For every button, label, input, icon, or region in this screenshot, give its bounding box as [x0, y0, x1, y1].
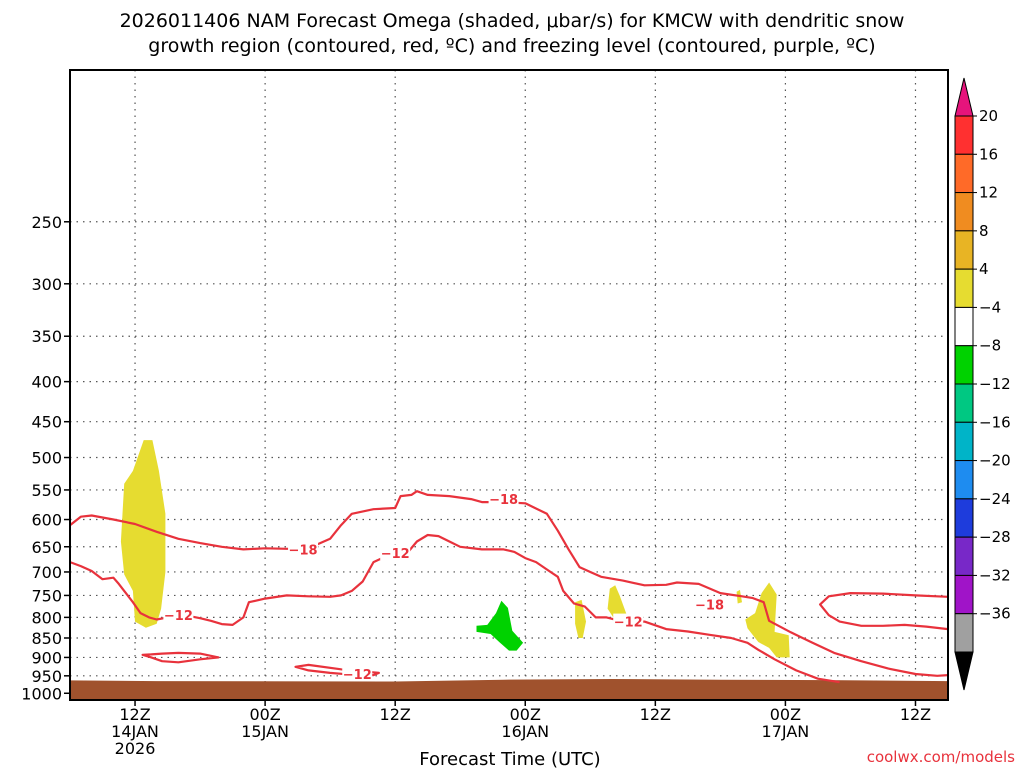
y-tick-label-650: 650	[31, 538, 62, 557]
y-tick-label-450: 450	[31, 413, 62, 432]
colorbar-swatch-5	[954, 306, 974, 347]
contour-label-bg-minus-12-small-loop-2-0	[342, 666, 373, 682]
plot-area: −18 −18 −18 −12 −12 −12 −12	[69, 69, 949, 701]
contour-label-minus-18-isotherm-1: −18	[489, 493, 518, 508]
colorbar-label-8: −16	[979, 413, 1011, 431]
plot-frame	[69, 69, 949, 701]
plot-contents: −18 −18 −18 −12 −12 −12 −12	[70, 70, 948, 700]
y-tick-label-300: 300	[31, 275, 62, 294]
omega-region-ascent-16jan-05z	[575, 599, 586, 638]
y-tick-label-1000: 1000	[21, 684, 62, 703]
contour-label-minus-12-small-loop-2-0: −12	[343, 668, 372, 683]
omega-region-ascent-16jan-09z	[607, 585, 627, 620]
contour-label-minus-12-isotherm-0: −12	[164, 609, 193, 624]
contour-minus-12-small-loop-2	[294, 663, 380, 677]
omega-colorbar: 20 16 12 8 4 −4 −8 −12 −16 −20 −24 −28 −32 −36	[954, 77, 1011, 691]
x-tick-label-78-1: 12Z	[900, 705, 931, 724]
x-tick-label-6-2: 14JAN	[111, 722, 159, 741]
colorbar-label-13: −36	[979, 605, 1011, 623]
colorbar-label-11: −28	[979, 528, 1011, 546]
axis-labels: 2503003504004505005506006507007508008509…	[21, 213, 931, 758]
chart-title-line-2: growth region (contoured, red, ºC) and f…	[148, 35, 875, 57]
y-tick-label-350: 350	[31, 327, 62, 346]
colorbar-label-9: −20	[979, 452, 1011, 470]
colorbar-swatch-7	[954, 383, 974, 423]
terrain-surface	[70, 679, 948, 700]
colorbar-label-5: −4	[979, 298, 1001, 316]
y-tick-label-700: 700	[31, 563, 62, 582]
contour-label-bg-minus-12-isotherm-1	[380, 544, 411, 560]
y-tick-label-400: 400	[31, 373, 62, 392]
colorbar-over-arrow	[954, 77, 974, 117]
x-tick-label-54-1: 12Z	[640, 705, 671, 724]
colorbar-label-2: 12	[979, 184, 998, 202]
contour-label-bg-minus-12-isotherm-2	[613, 613, 644, 629]
omega-region-ascent-14jan-12z	[120, 440, 166, 628]
y-tick-label-750: 750	[31, 586, 62, 605]
omega-region-ascent-16jan-21z	[745, 582, 790, 658]
y-tick-label-600: 600	[31, 511, 62, 530]
credit-link[interactable]: coolwx.com/models	[867, 748, 1015, 766]
colorbar-under-arrow	[954, 651, 974, 691]
contour-label-minus-12-isotherm-1: −12	[381, 547, 410, 562]
y-tick-label-900: 900	[31, 648, 62, 667]
x-tick-label-42-1: 00Z	[510, 705, 541, 724]
omega-region-descent-15jan-22z	[476, 600, 524, 651]
contour-label-bg-minus-18-isotherm-1	[488, 491, 519, 507]
y-tick-label-250: 250	[31, 213, 62, 232]
x-tick-label-18-1: 00Z	[249, 705, 280, 724]
contour-label-bg-minus-18-isotherm-2	[694, 596, 725, 612]
x-tick-label-66-2: 17JAN	[762, 722, 810, 741]
colorbar-label-1: 16	[979, 145, 998, 163]
contour-label-minus-18-isotherm-0: −18	[289, 543, 318, 558]
colorbar-swatch-4	[954, 268, 974, 308]
plot-background	[70, 70, 948, 700]
colorbar-swatch-12	[954, 574, 974, 615]
colorbar-swatch-1	[954, 153, 974, 194]
colorbar-swatch-8	[954, 421, 974, 462]
y-tick-label-800: 800	[31, 608, 62, 627]
contour-label-bg-minus-18-isotherm-0	[288, 541, 319, 557]
x-tick-label-18-2: 15JAN	[241, 722, 289, 741]
colorbar-swatch-13	[954, 613, 974, 653]
contour-minus-18-east-loop	[819, 592, 948, 631]
x-tick-label-6-1: 12Z	[119, 705, 150, 724]
y-tick-label-850: 850	[31, 629, 62, 648]
colorbar-swatch-10	[954, 498, 974, 538]
colorbar-label-7: −12	[979, 375, 1011, 393]
y-tick-label-950: 950	[31, 667, 62, 686]
colorbar-label-0: 20	[979, 107, 998, 125]
x-axis-label: Forecast Time (UTC)	[419, 749, 600, 768]
colorbar-label-4: 4	[979, 260, 989, 278]
colorbar-swatch-11	[954, 536, 974, 576]
contour-minus-12-small-loop-1	[141, 651, 220, 664]
x-tick-label-66-1: 00Z	[770, 705, 801, 724]
colorbar-swatch-9	[954, 460, 974, 500]
colorbar-label-12: −32	[979, 566, 1011, 584]
x-tick-label-30-1: 12Z	[380, 705, 411, 724]
colorbar-swatch-0	[954, 115, 974, 155]
x-tick-label-6-3: 2026	[115, 739, 156, 758]
colorbar-swatch-6	[954, 345, 974, 385]
colorbar-label-6: −8	[979, 337, 1001, 355]
colorbar-swatch-2	[954, 192, 974, 232]
y-tick-label-500: 500	[31, 449, 62, 468]
contour-label-bg-minus-12-isotherm-0	[163, 607, 194, 623]
contour-label-minus-12-isotherm-2: −12	[614, 616, 643, 631]
y-tick-label-550: 550	[31, 481, 62, 500]
colorbar-label-10: −24	[979, 490, 1011, 508]
colorbar-label-3: 8	[979, 222, 989, 240]
x-tick-label-42-2: 16JAN	[501, 722, 549, 741]
colorbar-swatch-3	[954, 230, 974, 270]
chart-title-line-1: 2026011406 NAM Forecast Omega (shaded, μ…	[120, 10, 905, 32]
contour-label-minus-18-isotherm-2: −18	[695, 598, 724, 613]
